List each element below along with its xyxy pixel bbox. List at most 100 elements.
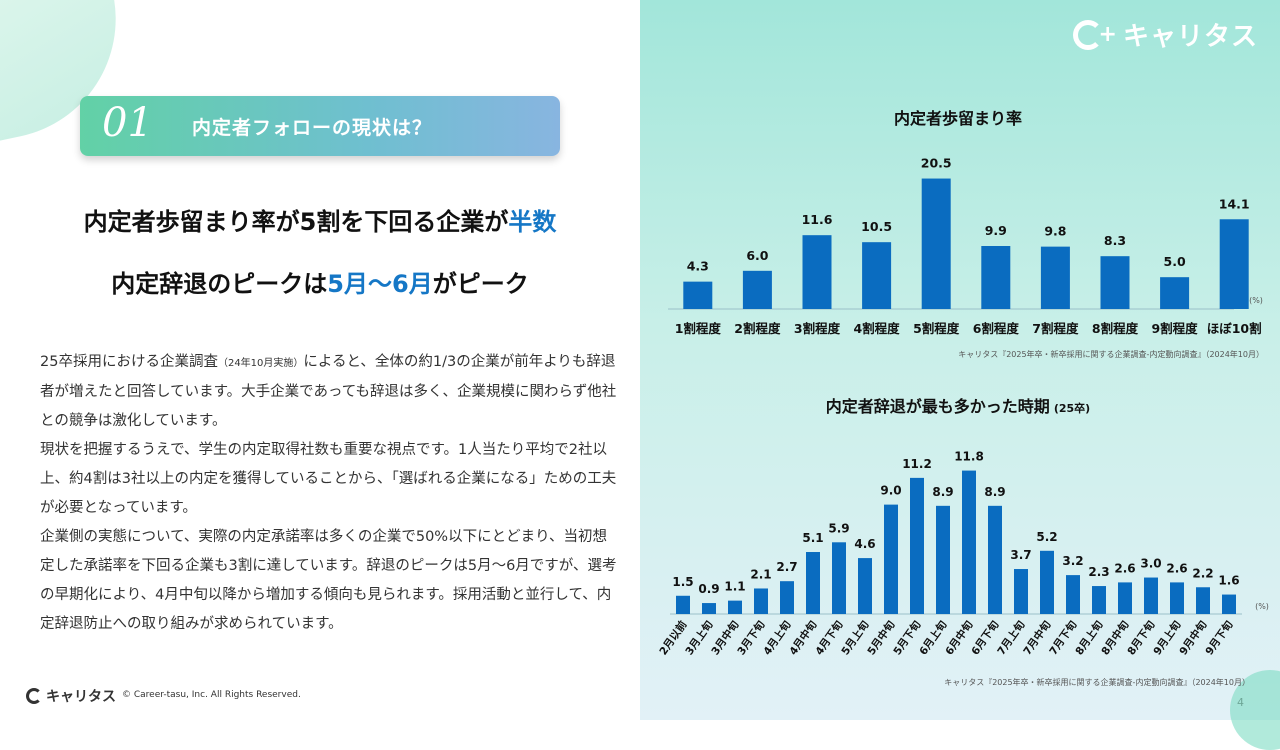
category-label: 5割程度: [913, 321, 960, 336]
chart-title: 内定者辞退が最も多かった時期 (25卒): [826, 397, 1090, 416]
category-label: 6割程度: [973, 321, 1020, 336]
bar: [1014, 569, 1028, 614]
bar: [988, 505, 1002, 614]
data-label: 11.8: [954, 450, 984, 464]
chart-decline-peak: 内定者辞退が最も多かった時期 (25卒)1.52月以前0.93月上旬1.13月中旬…: [657, 397, 1269, 687]
bar: [728, 600, 742, 614]
bar: [862, 242, 892, 309]
data-label: 1.1: [724, 580, 745, 594]
data-label: 4.6: [854, 537, 875, 551]
bar: [832, 542, 846, 614]
body-paragraph: 現状を把握するうえで、学生の内定取得社数も重要な視点です。1人当たり平均で2社以…: [40, 442, 617, 516]
bar: [858, 558, 872, 614]
bar: [910, 477, 924, 614]
data-label: 0.9: [698, 582, 719, 596]
data-label: 2.1: [750, 567, 771, 581]
brand-logo: + キャリタス: [1072, 16, 1258, 53]
data-label: 9.0: [880, 484, 901, 498]
category-label: 8割程度: [1092, 321, 1139, 336]
data-label: 2.7: [776, 560, 797, 574]
bar: [962, 470, 976, 614]
bar: [1219, 219, 1249, 309]
headline-2-emphasis: 5月～6月: [327, 270, 433, 298]
bar: [780, 581, 794, 614]
data-label: 4.3: [687, 259, 709, 274]
bar: [1196, 587, 1210, 614]
headline-2-suffix: がピーク: [432, 270, 529, 298]
bar: [1222, 594, 1236, 614]
bar: [1100, 256, 1130, 309]
source-note: キャリタス『2025年卒・新卒採用に関する企業調査-内定動向調査』（2024年1…: [944, 677, 1250, 687]
headline-1-text: 内定者歩留まり率が5割を下回る企業が: [83, 208, 509, 236]
data-label: 14.1: [1219, 196, 1250, 211]
body-paragraph: 企業側の実態について、実際の内定承諾率は多くの企業で50%以下にとどまり、当初想…: [40, 529, 617, 632]
data-label: 3.0: [1140, 557, 1161, 571]
section-header: 01 内定者フォローの現状は？: [80, 96, 560, 156]
data-label: 9.8: [1044, 224, 1066, 239]
bar: [683, 281, 713, 309]
data-label: 20.5: [921, 156, 952, 171]
bar: [981, 246, 1011, 309]
data-label: 8.3: [1104, 233, 1126, 248]
category-label: 4割程度: [853, 321, 900, 336]
bar: [1170, 582, 1184, 614]
data-label: 3.7: [1010, 548, 1031, 562]
bar: [1066, 575, 1080, 614]
data-label: 11.2: [902, 457, 932, 471]
footer-brand-name: キャリタス: [46, 689, 116, 705]
headline-2-text: 内定辞退のピークは: [111, 270, 328, 298]
footer-brand-mark-icon: [26, 688, 42, 704]
category-label: ほぼ10割: [1207, 321, 1262, 336]
headline-2: 内定辞退のピークは5月～6月がピーク: [0, 264, 640, 299]
bar: [754, 588, 768, 614]
bar: [884, 504, 898, 614]
headline-1-emphasis: 半数: [508, 208, 557, 236]
headline-1: 内定者歩留まり率が5割を下回る企業が半数: [0, 202, 640, 237]
brand-name: キャリタス: [1122, 22, 1258, 52]
section-number: 01: [102, 100, 153, 146]
unit-label: (%): [1249, 296, 1263, 305]
chart-retention-rate: 内定者歩留まり率 4.3 1割程度 6.0 2割程度 11.6 3割程度 10.5 4割程度 20…: [668, 109, 1264, 359]
data-label: 2.6: [1114, 561, 1135, 575]
bar: [1144, 577, 1158, 614]
category-label: 3割程度: [794, 321, 841, 336]
copyright: © Career-tasu, Inc. All Rights Reserved.: [122, 690, 301, 700]
bar: [742, 270, 772, 309]
chart-title-text: 内定者辞退が最も多かった時期: [826, 397, 1050, 416]
source-note: キャリタス『2025年卒・新卒採用に関する企業調査-内定動向調査』（2024年1…: [958, 349, 1264, 359]
bar: [1118, 582, 1132, 614]
bar: [806, 552, 820, 614]
bar: [936, 505, 950, 614]
data-label: 3.2: [1062, 554, 1083, 568]
data-label: 5.9: [828, 521, 849, 535]
bar: [702, 603, 716, 614]
data-label: 5.2: [1036, 530, 1057, 544]
bar: [1040, 550, 1054, 614]
data-label: 10.5: [861, 219, 892, 234]
bar: [802, 235, 832, 309]
data-label: 9.9: [985, 223, 1007, 238]
bar: [1160, 277, 1190, 309]
data-label: 8.9: [984, 485, 1005, 499]
section-title: 内定者フォローの現状は？: [192, 117, 433, 139]
data-label: 2.2: [1192, 566, 1213, 580]
bar: [1040, 246, 1070, 309]
category-label: 1割程度: [675, 321, 722, 336]
category-label: 2割程度: [734, 321, 781, 336]
bar: [676, 595, 690, 614]
data-label: 2.6: [1166, 561, 1187, 575]
data-label: 1.6: [1218, 574, 1239, 588]
data-label: 11.6: [802, 212, 833, 227]
data-label: 5.0: [1164, 254, 1186, 269]
unit-label: (%): [1255, 602, 1269, 611]
body-text: 25卒採用における企業調査（24年10月実施）によると、全体の約1/3の企業が前…: [40, 348, 620, 639]
plus-icon: +: [1098, 22, 1117, 47]
footer-logo: キャリタス: [26, 686, 116, 706]
chart-title: 内定者歩留まり率: [894, 109, 1022, 128]
data-label: 2.3: [1088, 565, 1109, 579]
chart-subtitle: (25卒): [1054, 401, 1090, 415]
data-label: 1.5: [672, 575, 693, 589]
data-label: 5.1: [802, 531, 823, 545]
category-label: 9月下旬: [1203, 618, 1236, 658]
category-label: 7割程度: [1032, 321, 1079, 336]
